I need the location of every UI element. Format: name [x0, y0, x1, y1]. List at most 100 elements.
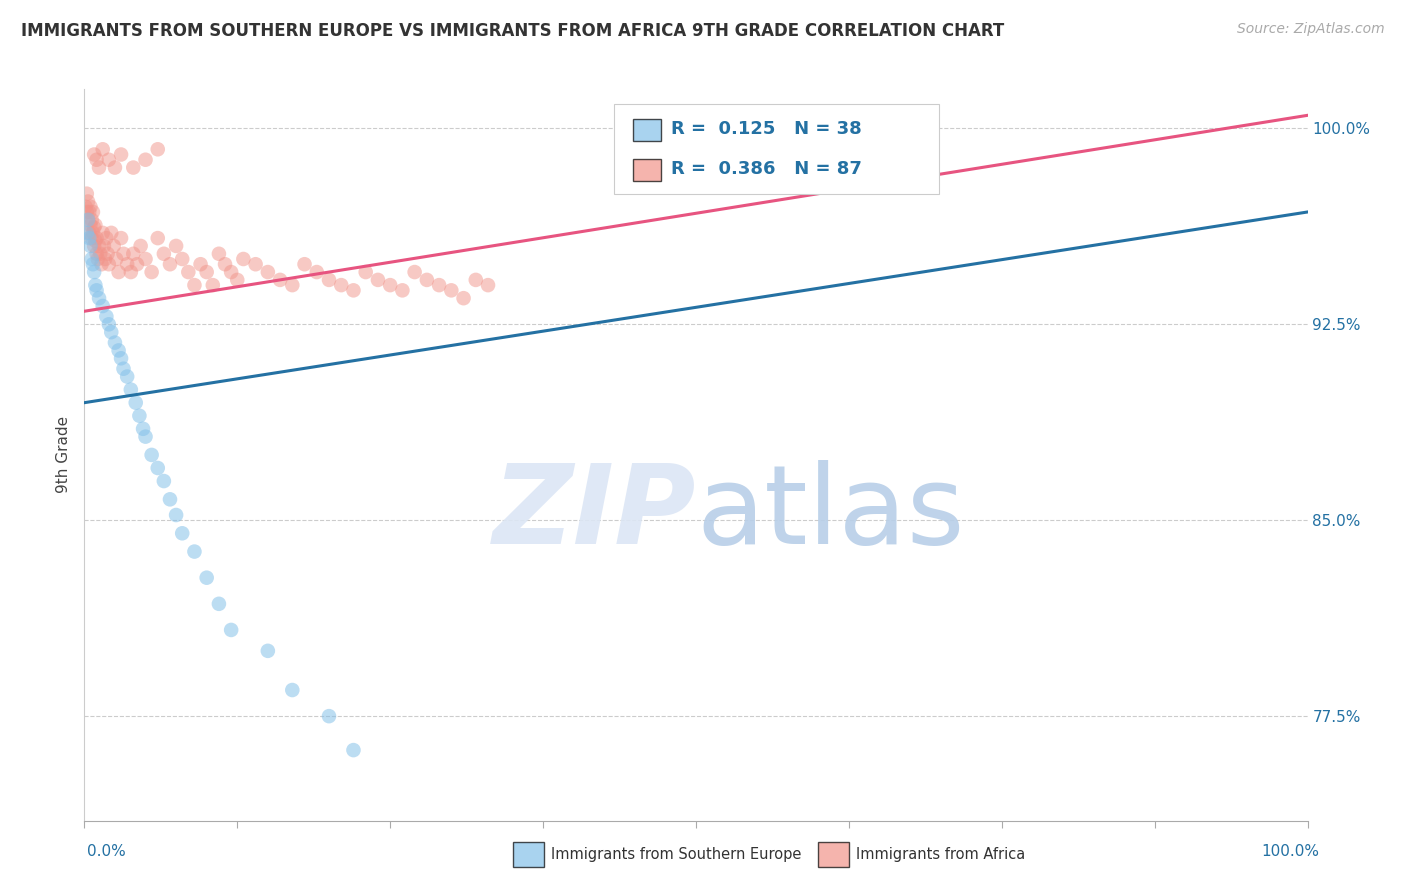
Point [318, 709, 340, 723]
Point [367, 273, 389, 287]
Text: Immigrants from Africa: Immigrants from Africa [856, 847, 1025, 862]
Point [105, 252, 128, 266]
Text: R =  0.125   N = 38: R = 0.125 N = 38 [671, 120, 862, 138]
Point [153, 247, 176, 261]
Point [195, 265, 218, 279]
Point [77, 231, 100, 245]
Point [201, 278, 224, 293]
Point [141, 265, 163, 279]
Point [305, 265, 328, 279]
Point [245, 257, 267, 271]
Point [110, 351, 132, 366]
Point [125, 395, 148, 409]
Point [125, 257, 148, 271]
Point [76, 186, 98, 201]
Point [153, 474, 176, 488]
Point [100, 325, 122, 339]
Point [257, 265, 280, 279]
Point [82, 226, 104, 240]
Point [80, 231, 103, 245]
Point [128, 409, 150, 423]
Text: Source: ZipAtlas.com: Source: ZipAtlas.com [1237, 22, 1385, 37]
Point [77, 226, 100, 240]
Y-axis label: 9th Grade: 9th Grade [56, 417, 72, 493]
Text: R =  0.386   N = 87: R = 0.386 N = 87 [671, 161, 862, 178]
Point [100, 226, 122, 240]
Point [90, 257, 112, 271]
Point [208, 597, 231, 611]
Point [219, 265, 242, 279]
Point [79, 218, 101, 232]
Point [76, 205, 98, 219]
Point [80, 252, 103, 266]
Point [77, 205, 100, 219]
Point [77, 212, 100, 227]
Point [172, 252, 194, 266]
Text: 0.0%: 0.0% [87, 845, 127, 859]
Point [195, 571, 218, 585]
Point [159, 492, 181, 507]
Point [440, 284, 463, 298]
Point [82, 257, 104, 271]
Point [84, 218, 107, 232]
Point [159, 257, 181, 271]
Point [214, 257, 236, 271]
Point [107, 265, 129, 279]
Point [84, 234, 107, 248]
Point [122, 161, 145, 175]
Point [281, 278, 304, 293]
Point [84, 278, 107, 293]
Point [115, 257, 138, 271]
Point [232, 252, 254, 266]
Point [77, 212, 100, 227]
Point [141, 448, 163, 462]
Point [89, 247, 111, 261]
Point [294, 257, 316, 271]
Point [96, 310, 118, 324]
Point [226, 273, 249, 287]
Point [91, 142, 114, 156]
Point [87, 291, 110, 305]
Point [104, 161, 127, 175]
Point [93, 239, 115, 253]
Point [122, 247, 145, 261]
Point [97, 257, 120, 271]
Point [97, 318, 120, 332]
Point [190, 257, 212, 271]
Point [427, 278, 450, 293]
Point [79, 200, 101, 214]
Point [86, 247, 108, 261]
Point [104, 335, 127, 350]
Text: 100.0%: 100.0% [1261, 845, 1319, 859]
Point [103, 239, 125, 253]
Point [129, 239, 152, 253]
Point [115, 369, 138, 384]
Point [76, 226, 98, 240]
Point [79, 239, 101, 253]
Point [219, 623, 242, 637]
Point [97, 153, 120, 167]
Point [135, 153, 157, 167]
Point [342, 284, 364, 298]
Point [269, 273, 291, 287]
Point [477, 278, 499, 293]
Text: IMMIGRANTS FROM SOUTHERN EUROPE VS IMMIGRANTS FROM AFRICA 9TH GRADE CORRELATION : IMMIGRANTS FROM SOUTHERN EUROPE VS IMMIG… [21, 22, 1004, 40]
Point [112, 247, 135, 261]
Point [87, 239, 110, 253]
Point [86, 153, 108, 167]
Point [120, 265, 142, 279]
Text: atlas: atlas [696, 460, 965, 567]
Point [146, 231, 169, 245]
Text: ZIP: ZIP [492, 460, 696, 567]
Point [83, 239, 105, 253]
Point [91, 299, 114, 313]
Point [183, 544, 205, 558]
Point [177, 265, 200, 279]
Point [91, 226, 114, 240]
Point [146, 142, 169, 156]
Point [135, 252, 157, 266]
Point [87, 161, 110, 175]
Point [96, 231, 118, 245]
Point [146, 461, 169, 475]
Point [354, 265, 377, 279]
